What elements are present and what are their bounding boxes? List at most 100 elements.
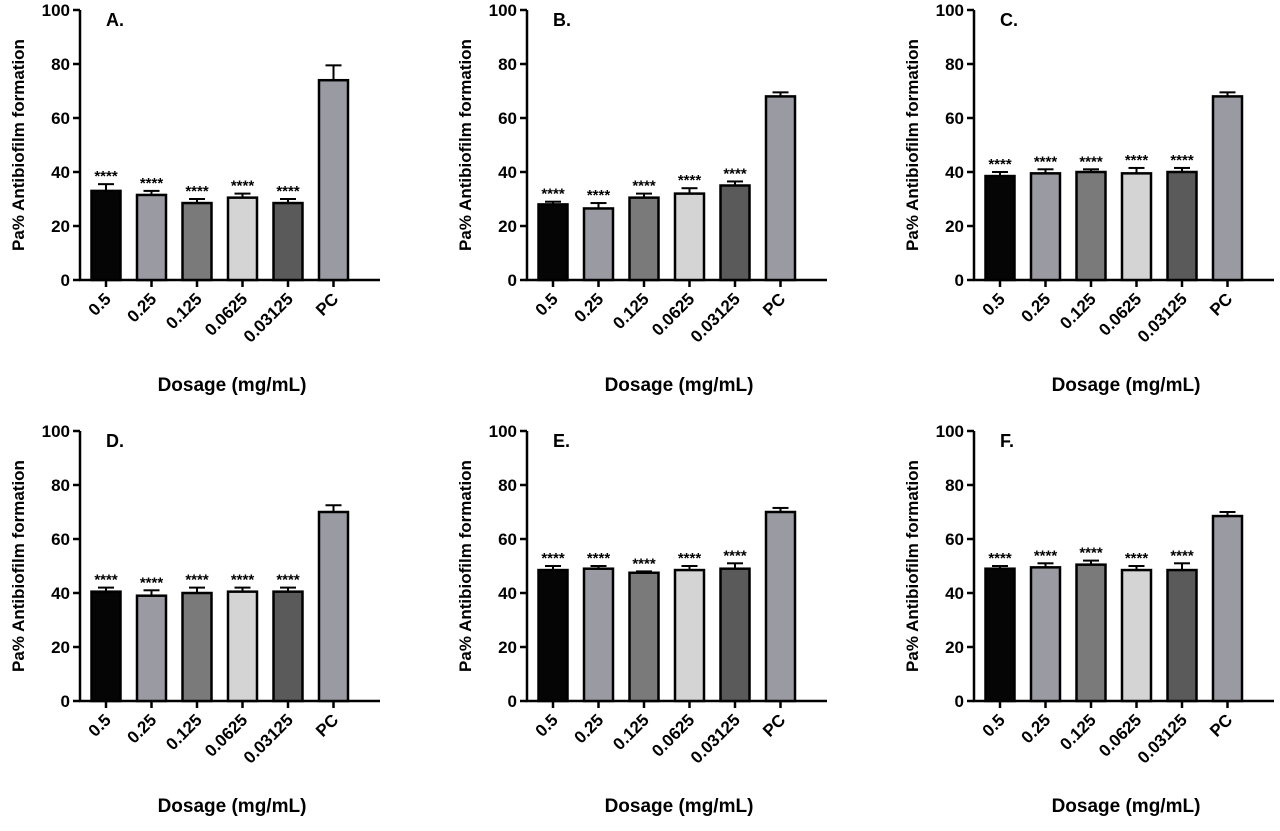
y-tick-label: 80: [498, 55, 517, 74]
y-tick-label: 80: [498, 476, 517, 495]
chart-svg: Pa% Antibiofilm formation 0 20 40 60 80 100 C. *…: [903, 1, 1274, 396]
x-tick-label: 0.125: [609, 710, 653, 754]
x-axis-label: Dosage (mg/mL): [158, 375, 307, 396]
bar: [272, 201, 304, 282]
y-tick-label: 80: [51, 55, 70, 74]
chart-panel-b: Pa% Antibiofilm formation 0 20 40 60 80 100 B. *…: [447, 0, 867, 410]
panel-letter: D.: [106, 431, 124, 451]
bar: [317, 78, 350, 282]
y-tick-label: 80: [945, 55, 964, 74]
chart-panel-e: Pa% Antibiofilm formation 0 20 40 60 80 100 E. *…: [447, 421, 867, 831]
significance-label: ****: [276, 572, 300, 589]
x-tick-label: 0.125: [609, 289, 653, 333]
chart-svg: Pa% Antibiofilm formation 0 20 40 60 80 100 E. *…: [456, 422, 827, 817]
significance-label: ****: [587, 550, 611, 567]
x-tick-label: 0.03125: [240, 710, 297, 767]
chart-svg: Pa% Antibiofilm formation 0 20 40 60 80 100 F. *…: [903, 422, 1274, 817]
y-tick-label: 100: [936, 1, 964, 20]
x-tick-label: 0.5: [979, 710, 1009, 740]
bar: [537, 203, 569, 282]
significance-label: ****: [1125, 550, 1149, 567]
panel-letter: B.: [553, 10, 571, 30]
bar: [272, 590, 304, 703]
y-tick-label: 60: [945, 109, 964, 128]
bar: [764, 510, 797, 703]
significance-label: ****: [94, 168, 118, 185]
panel-letter: A.: [106, 10, 124, 30]
significance-label: ****: [632, 178, 656, 195]
x-tick-label: PC: [1206, 289, 1236, 319]
x-tick-label: 0.125: [162, 710, 206, 754]
bar: [90, 189, 122, 282]
panel-letter: F.: [1000, 431, 1014, 451]
y-tick-label: 60: [51, 530, 70, 549]
significance-label: ****: [185, 572, 209, 589]
x-tick-label: PC: [312, 289, 342, 319]
significance-label: ****: [140, 175, 164, 192]
x-tick-label: 0.5: [532, 289, 562, 319]
chart-svg: Pa% Antibiofilm formation 0 20 40 60 80 100 D. *…: [9, 422, 380, 817]
significance-label: ****: [988, 156, 1012, 173]
y-tick-label: 20: [498, 217, 517, 236]
y-tick-label: 0: [61, 692, 70, 711]
y-tick-label: 100: [42, 1, 70, 20]
bar: [1075, 563, 1107, 703]
significance-label: ****: [723, 165, 747, 182]
significance-label: ****: [1034, 153, 1058, 170]
chart-svg: Pa% Antibiofilm formation 0 20 40 60 80 100 B. *…: [456, 1, 827, 396]
significance-label: ****: [1170, 547, 1194, 564]
bar: [135, 594, 168, 703]
x-tick-label: PC: [312, 710, 342, 740]
chart-svg: Pa% Antibiofilm formation 0 20 40 60 80 100 A. *…: [9, 1, 380, 396]
bar: [317, 510, 350, 703]
x-tick-label: 0.25: [123, 710, 160, 747]
chart-panel-d: Pa% Antibiofilm formation 0 20 40 60 80 100 D. *…: [0, 421, 420, 831]
y-tick-label: 20: [51, 638, 70, 657]
significance-label: ****: [1125, 152, 1149, 169]
chart-panel-c: Pa% Antibiofilm formation 0 20 40 60 80 100 C. *…: [894, 0, 1280, 410]
y-tick-label: 40: [945, 163, 964, 182]
bar: [719, 184, 751, 282]
bar: [582, 207, 615, 282]
y-tick-label: 40: [498, 163, 517, 182]
x-axis-label: Dosage (mg/mL): [158, 796, 307, 817]
significance-label: ****: [723, 547, 747, 564]
x-tick-label: PC: [759, 710, 789, 740]
x-tick-label: 0.03125: [1134, 710, 1191, 767]
significance-label: ****: [632, 555, 656, 572]
x-axis-label: Dosage (mg/mL): [1052, 796, 1201, 817]
x-axis-label: Dosage (mg/mL): [605, 375, 754, 396]
y-tick-label: 0: [955, 271, 964, 290]
y-tick-label: 60: [498, 530, 517, 549]
bar: [1120, 172, 1153, 282]
x-tick-label: 0.125: [162, 289, 206, 333]
bar: [135, 193, 168, 282]
significance-label: ****: [231, 572, 255, 589]
y-tick-label: 60: [498, 109, 517, 128]
bar: [1029, 566, 1062, 703]
x-axis-label: Dosage (mg/mL): [1052, 375, 1201, 396]
significance-label: ****: [231, 178, 255, 195]
bar: [984, 567, 1016, 703]
significance-label: ****: [185, 183, 209, 200]
bar: [673, 568, 706, 703]
bar: [90, 590, 122, 703]
bar: [1075, 170, 1107, 282]
x-tick-label: 0.5: [85, 710, 115, 740]
significance-label: ****: [678, 550, 702, 567]
y-axis-label: Pa% Antibiofilm formation: [456, 460, 475, 672]
x-tick-label: 0.03125: [1134, 289, 1191, 346]
significance-label: ****: [678, 172, 702, 189]
x-tick-label: 0.25: [570, 710, 607, 747]
y-axis-label: Pa% Antibiofilm formation: [9, 39, 28, 251]
y-axis-label: Pa% Antibiofilm formation: [903, 39, 922, 251]
y-axis-label: Pa% Antibiofilm formation: [903, 460, 922, 672]
panel-letter: C.: [1000, 10, 1018, 30]
x-tick-label: PC: [759, 289, 789, 319]
y-tick-label: 20: [945, 217, 964, 236]
y-tick-label: 60: [51, 109, 70, 128]
bar: [1120, 568, 1153, 703]
y-tick-label: 60: [945, 530, 964, 549]
significance-label: ****: [1170, 152, 1194, 169]
x-tick-label: 0.5: [85, 289, 115, 319]
